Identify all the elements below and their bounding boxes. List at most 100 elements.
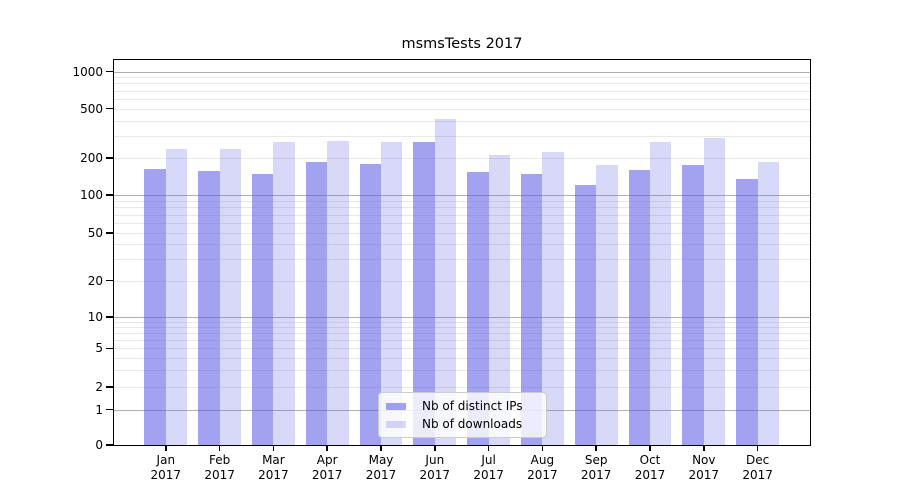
- bar-downloads-oct: [650, 142, 672, 445]
- gridline-minor: [114, 340, 810, 342]
- bar-distinct-ips-jan: [144, 169, 166, 445]
- gridline-major: [114, 195, 810, 197]
- legend: Nb of distinct IPs Nb of downloads: [378, 392, 547, 438]
- x-tick-label-apr: Apr 2017: [311, 453, 343, 482]
- x-tick-mark: [326, 446, 328, 451]
- x-tick-label-jan: Jan 2017: [150, 453, 182, 482]
- bar-downloads-nov: [703, 138, 726, 445]
- y-tick-mark: [106, 408, 113, 411]
- x-tick-mark: [703, 446, 705, 451]
- y-tick-label: 10: [87, 310, 103, 325]
- x-tick-mark: [595, 446, 597, 451]
- legend-swatch-downloads: [386, 420, 406, 428]
- x-tick-mark: [272, 446, 275, 451]
- bar-distinct-ips-aug: [521, 173, 543, 445]
- y-tick-mark: [106, 347, 113, 350]
- gridline-minor: [114, 77, 810, 79]
- x-tick-mark: [218, 446, 221, 451]
- bar-distinct-ips-mar: [252, 174, 274, 445]
- gridline-minor: [114, 136, 810, 138]
- bar-downloads-dec: [757, 161, 779, 445]
- legend-swatch-distinct-ips: [386, 402, 406, 410]
- gridline-minor: [114, 259, 810, 261]
- x-tick-label-sep: Sep 2017: [580, 453, 612, 482]
- legend-item-downloads: Nb of downloads: [386, 417, 546, 431]
- bar-downloads-feb: [219, 149, 241, 445]
- y-tick-label: 1000: [72, 64, 103, 79]
- gridline-minor: [114, 386, 810, 388]
- gridline-minor: [114, 280, 810, 282]
- x-tick-label-feb: Feb 2017: [204, 453, 235, 482]
- gridline-minor: [114, 83, 810, 85]
- bar-downloads-apr: [327, 140, 349, 445]
- y-tick-label: 2: [95, 379, 103, 394]
- y-tick-mark: [106, 279, 113, 282]
- bar-distinct-ips-dec: [736, 178, 758, 445]
- bar-downloads-mar: [273, 142, 295, 445]
- x-tick-label-dec: Dec 2017: [742, 453, 773, 482]
- x-tick-label-jul: Jul 2017: [473, 453, 504, 482]
- gridline-major: [114, 317, 810, 319]
- x-tick-mark: [380, 446, 382, 451]
- legend-item-distinct-ips: Nb of distinct IPs: [386, 399, 546, 413]
- x-tick-label-nov: Nov 2017: [688, 453, 720, 482]
- bar-distinct-ips-apr: [305, 162, 328, 445]
- x-tick-label-oct: Oct 2017: [634, 453, 666, 482]
- gridline-minor: [114, 232, 810, 234]
- y-tick-mark: [106, 194, 113, 196]
- bar-distinct-ips-nov: [682, 165, 704, 445]
- y-tick-label: 20: [87, 273, 103, 288]
- x-tick-mark: [165, 446, 167, 451]
- x-tick-mark: [541, 446, 544, 451]
- chart-title: msmsTests 2017: [401, 36, 523, 52]
- y-tick-label: 5: [95, 341, 103, 356]
- x-tick-mark: [434, 446, 436, 451]
- gridline-minor: [114, 108, 810, 110]
- gridline-minor: [114, 120, 810, 122]
- gridline-minor: [114, 321, 810, 323]
- bar-distinct-ips-may: [359, 164, 381, 445]
- x-tick-mark: [487, 446, 490, 451]
- x-tick-label-may: May 2017: [365, 453, 397, 482]
- bar-downloads-aug: [542, 151, 564, 445]
- gridline-minor: [114, 200, 810, 202]
- bar-downloads-jun: [434, 119, 457, 445]
- y-tick-label: 0: [95, 438, 103, 452]
- y-tick-mark: [106, 107, 113, 110]
- y-tick-mark: [106, 157, 113, 159]
- bar-distinct-ips-feb: [198, 171, 220, 445]
- gridline-minor: [114, 348, 810, 350]
- bar-downloads-sep: [596, 164, 618, 445]
- gridline-minor: [114, 327, 810, 329]
- bar-downloads-jul: [488, 154, 510, 445]
- bar-distinct-ips-sep: [574, 184, 597, 445]
- bar-downloads-may: [381, 142, 403, 445]
- gridline-minor: [114, 207, 810, 209]
- y-tick-label: 50: [87, 225, 103, 240]
- y-tick-mark: [106, 232, 113, 234]
- gridline-minor: [114, 357, 810, 359]
- y-tick-mark: [106, 444, 113, 446]
- gridline-major: [114, 71, 810, 73]
- gridline-minor: [114, 98, 810, 100]
- bar-distinct-ips-jun: [413, 142, 435, 445]
- gridline-minor: [114, 214, 810, 216]
- y-tick-label: 500: [80, 101, 103, 116]
- y-tick-label: 100: [80, 188, 103, 203]
- bar-distinct-ips-oct: [628, 169, 650, 445]
- gridline-minor: [114, 222, 810, 224]
- gridline-minor: [114, 90, 810, 92]
- gridline-minor: [114, 333, 810, 335]
- bar-downloads-jan: [165, 148, 188, 445]
- y-tick-label: 1: [95, 402, 103, 417]
- legend-label-distinct-ips: Nb of distinct IPs: [422, 399, 523, 413]
- gridline-minor: [114, 158, 810, 160]
- y-tick-mark: [106, 316, 113, 318]
- y-tick-label: 200: [80, 151, 103, 166]
- x-tick-label-aug: Aug 2017: [527, 453, 558, 482]
- x-tick-mark: [756, 446, 759, 451]
- plot-area: [114, 60, 810, 445]
- x-tick-label-mar: Mar 2017: [258, 453, 289, 482]
- x-tick-label-jun: Jun 2017: [419, 453, 451, 482]
